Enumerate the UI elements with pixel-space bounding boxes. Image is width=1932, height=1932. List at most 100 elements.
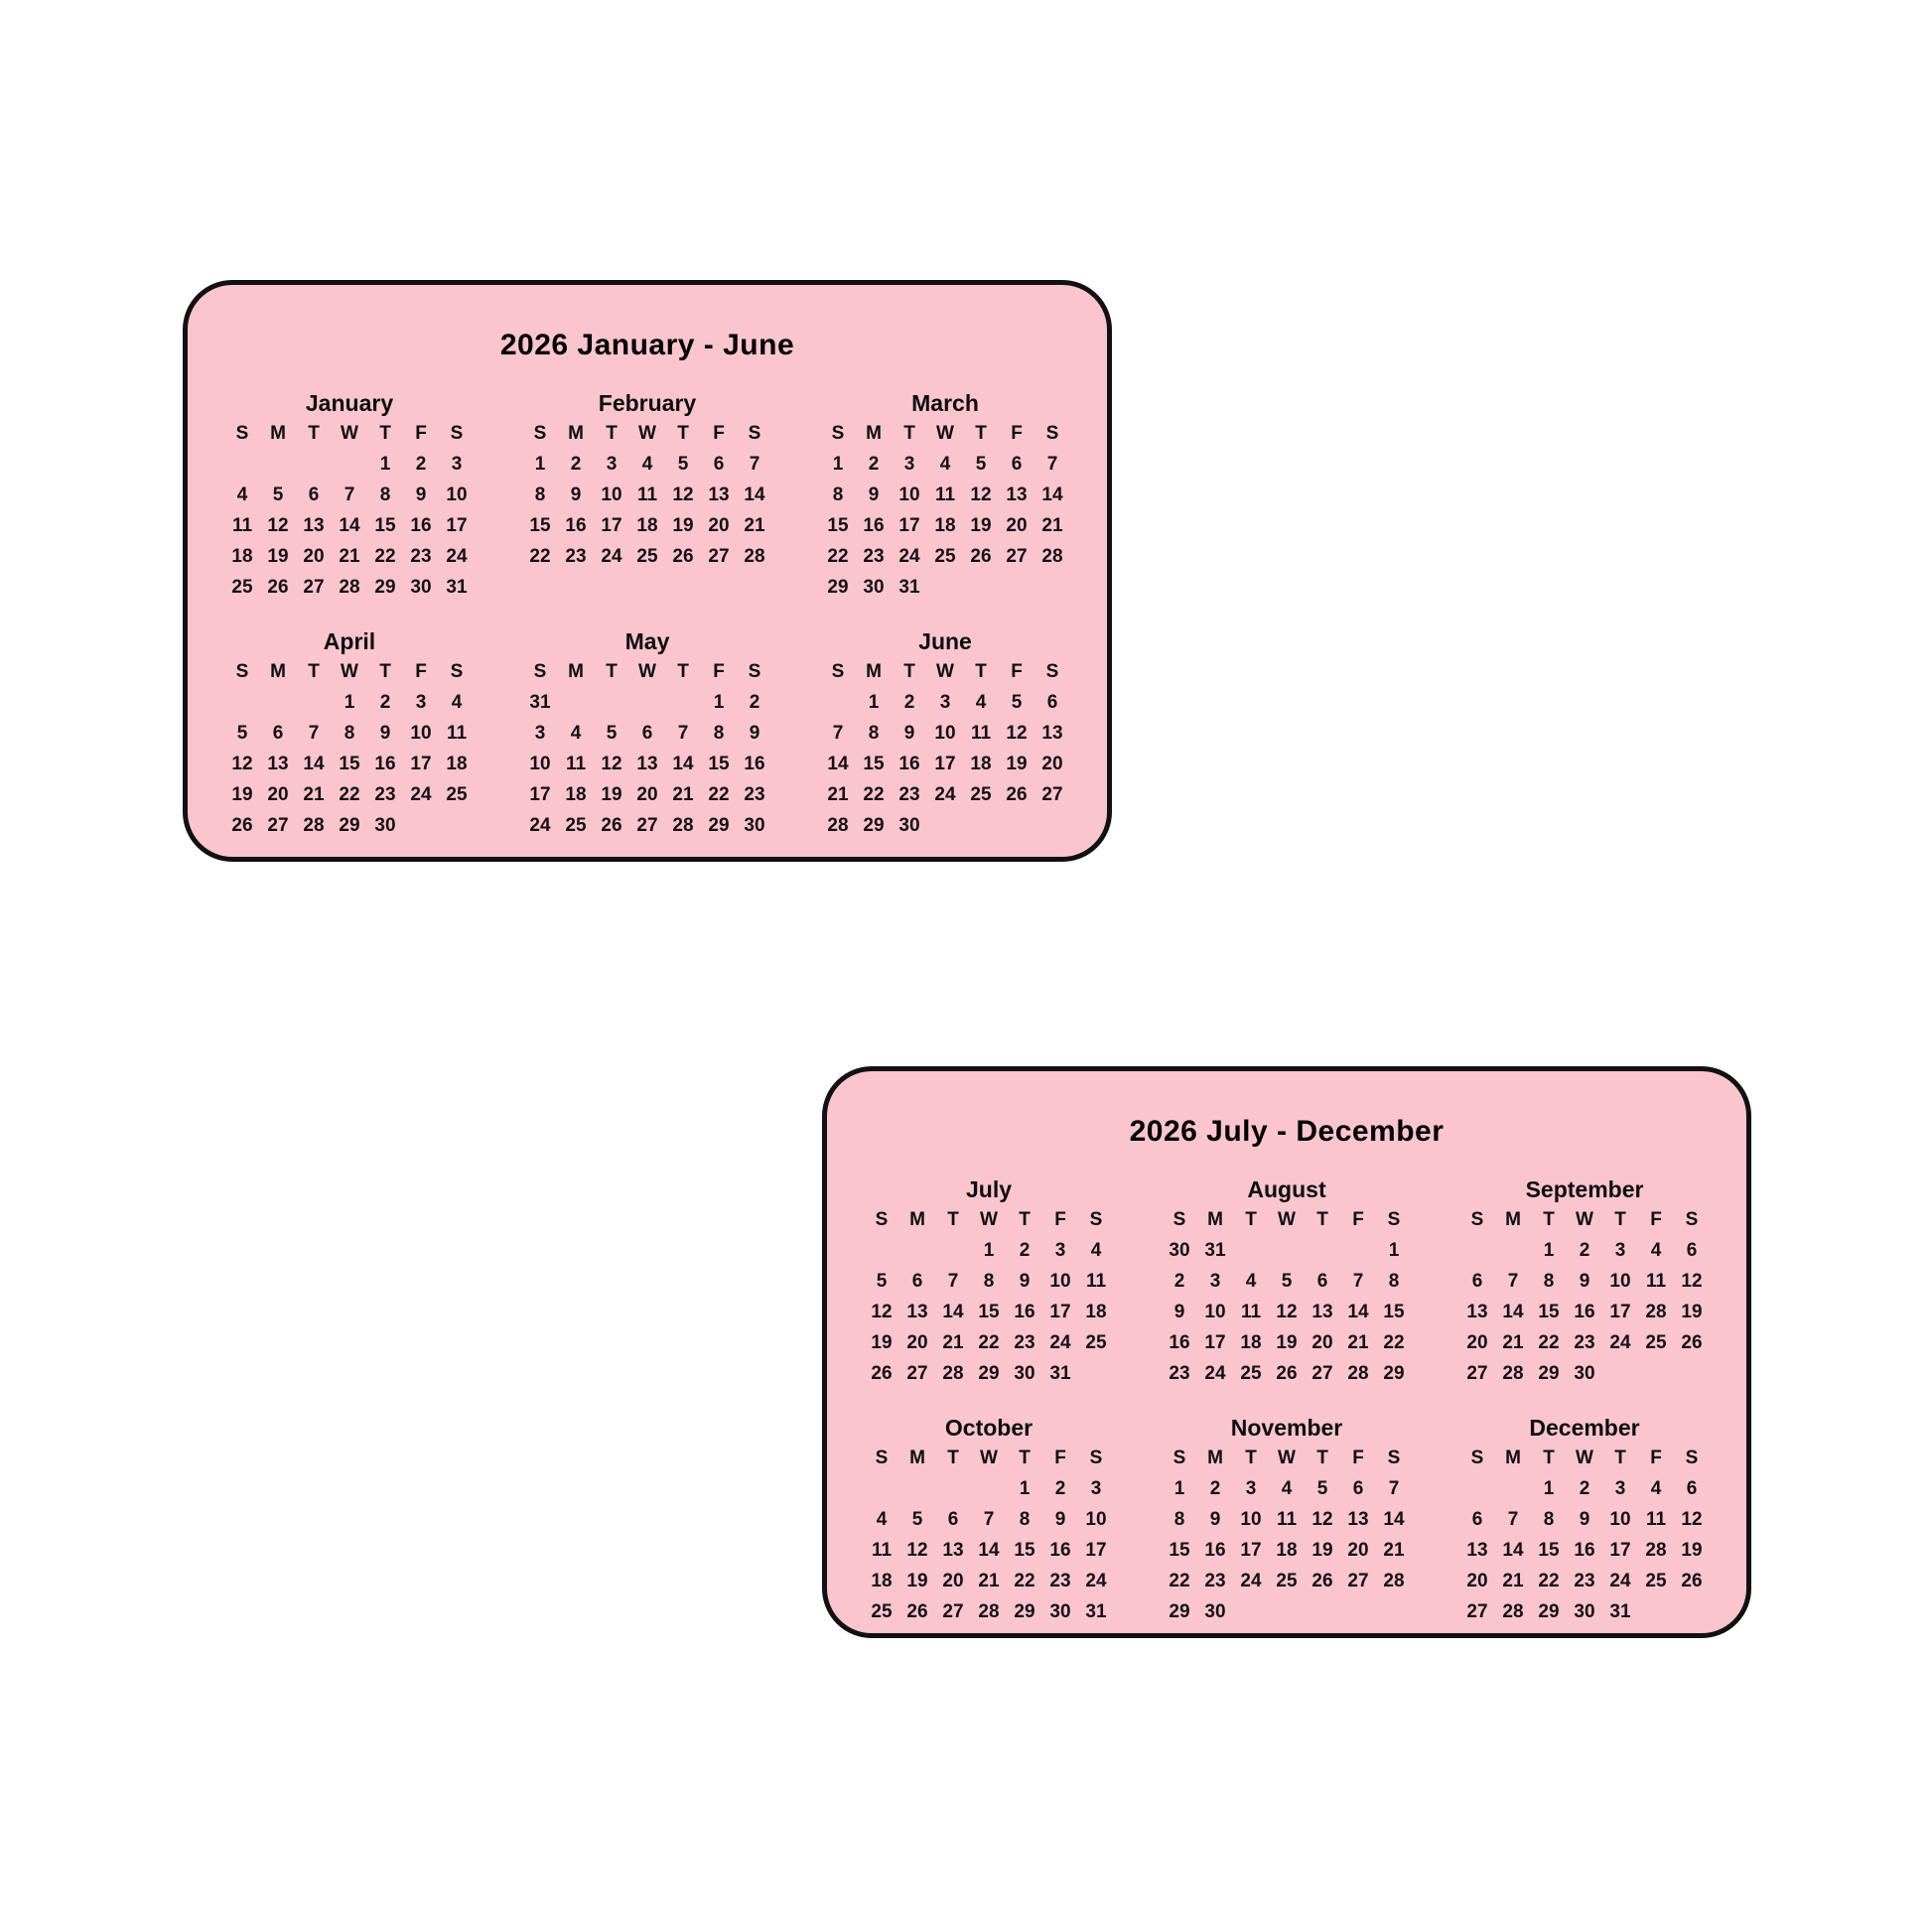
day-cell: 3 [415,692,427,713]
day-header: F [1352,1209,1364,1230]
day-header: S [450,423,464,444]
day-cell: 28 [1041,546,1063,567]
day-cell: 2 [1579,1478,1590,1499]
day-cell [629,687,665,718]
day-cell: 16 [898,754,920,774]
day-header: S [875,1209,889,1230]
day-cell: 11 [871,1540,893,1561]
day-header: T [1543,1209,1555,1230]
day-cell: 15 [863,754,885,774]
month-title: June [918,628,972,654]
day-header: S [831,423,845,444]
day-cell: 11 [636,484,658,505]
day-cell: 12 [601,754,622,774]
day-cell: 14 [339,515,360,536]
day-cell: 14 [1502,1540,1524,1561]
day-cell: 2 [868,454,880,475]
day-header: S [1387,1209,1401,1230]
day-cell: 31 [446,577,468,598]
month-title: August [1247,1176,1326,1202]
day-header: W [980,1448,998,1468]
day-cell: 1 [832,454,844,475]
day-header: W [341,661,358,682]
day-cell: 23 [898,784,920,805]
month-december: December S M T W T F S 1 2 3 4 6 6 7 8 9 10 11 12 13 14 15 16 1… [1459,1413,1710,1627]
day-cell: 29 [1383,1363,1405,1384]
day-cell: 28 [1502,1601,1524,1622]
day-cell: 3 [1245,1478,1257,1499]
day-cell: 16 [565,515,587,536]
month-january: January S M T W T F S 1 2 3 4 5 6 7 8 9 10 11 12 13 14 15 16 17… [224,388,475,603]
month-june: June S M T W T F S 1 2 3 4 5 6 7 8 9 10 11 12 13 14 15 16 17 18 1… [820,626,1070,841]
month-grid: S M T W T F S 30 31 1 2 3 4 5 6 7 8 9 10 11 12 13 14 15 16 17 18 19… [1162,1204,1412,1389]
day-cell: 11 [1085,1271,1107,1292]
day-header: S [533,423,547,444]
day-header: W [638,661,656,682]
day-header: F [713,423,725,444]
day-cell: 11 [934,484,956,505]
day-cell: 29 [863,815,885,836]
day-cell: 1 [1543,1478,1555,1499]
day-cell: 27 [636,815,658,836]
month-april: April S M T W T F S 1 2 3 4 5 6 7 8 9 10 11 12 13 14 15 16 17 18… [224,626,475,841]
day-header: M [1207,1209,1223,1230]
day-cell: 28 [1645,1302,1667,1322]
day-cell: 19 [906,1571,928,1591]
day-cell [1035,810,1070,841]
day-cell: 21 [339,546,360,567]
day-cell: 29 [1169,1601,1190,1622]
day-cell: 28 [978,1601,1000,1622]
day-cell: 28 [942,1363,964,1384]
day-header: S [831,661,845,682]
day-header: T [606,423,618,444]
day-cell: 31 [1204,1240,1226,1261]
day-cell [1459,1235,1495,1266]
day-cell: 27 [267,815,289,836]
day-header: M [909,1209,925,1230]
day-cell: 21 [1502,1571,1524,1591]
day-cell: 21 [978,1571,1000,1591]
day-cell: 23 [744,784,765,805]
day-cell: 28 [1645,1540,1667,1561]
day-cell: 12 [970,484,992,505]
day-cell: 22 [529,546,551,567]
day-header: T [1245,1448,1257,1468]
day-cell: 20 [1041,754,1063,774]
month-grid: S M T W T F S 1 2 3 4 5 6 7 8 9 10 11 12 13 14 15 16 17 18 19 20 21… [864,1443,1114,1627]
day-cell: 28 [1502,1363,1524,1384]
day-cell: 8 [1173,1509,1185,1530]
day-cell: 22 [1383,1332,1405,1353]
day-cell: 16 [410,515,432,536]
day-header: W [638,423,656,444]
day-cell: 18 [1240,1332,1262,1353]
day-cell: 16 [1574,1302,1595,1322]
day-cell: 12 [267,515,289,536]
day-header: M [270,661,286,682]
day-cell: 4 [451,692,463,713]
day-cell: 23 [1204,1571,1226,1591]
day-cell: 20 [636,784,658,805]
day-cell: 6 [1471,1271,1483,1292]
day-cell: 3 [1614,1240,1626,1261]
day-cell: 12 [231,754,253,774]
day-cell: 2 [379,692,391,713]
day-cell: 15 [1169,1540,1190,1561]
day-cell: 22 [708,784,730,805]
day-cell: 12 [672,484,694,505]
day-cell: 13 [303,515,325,536]
day-cell: 6 [1686,1478,1698,1499]
day-cell: 30 [863,577,885,598]
day-cell: 17 [1609,1302,1631,1322]
month-grid: S M T W T F S 1 2 3 4 5 6 7 8 9 10 11 12 13 14 15 16 17 18 19 20 21… [224,418,475,603]
day-cell: 24 [410,784,432,805]
day-cell [1340,1596,1376,1627]
day-cell: 31 [529,692,551,713]
day-cell: 21 [1041,515,1063,536]
day-cell: 11 [446,723,468,744]
day-cell: 20 [1466,1571,1488,1591]
day-cell: 26 [231,815,253,836]
month-grid: S M T W T F S 1 2 3 4 5 6 7 8 9 10 11 12 13 14 15 16 17 18 19 20 21… [820,656,1070,841]
day-cell: 11 [1276,1509,1298,1530]
day-cell: 24 [1049,1332,1071,1353]
day-cell: 23 [1574,1332,1595,1353]
